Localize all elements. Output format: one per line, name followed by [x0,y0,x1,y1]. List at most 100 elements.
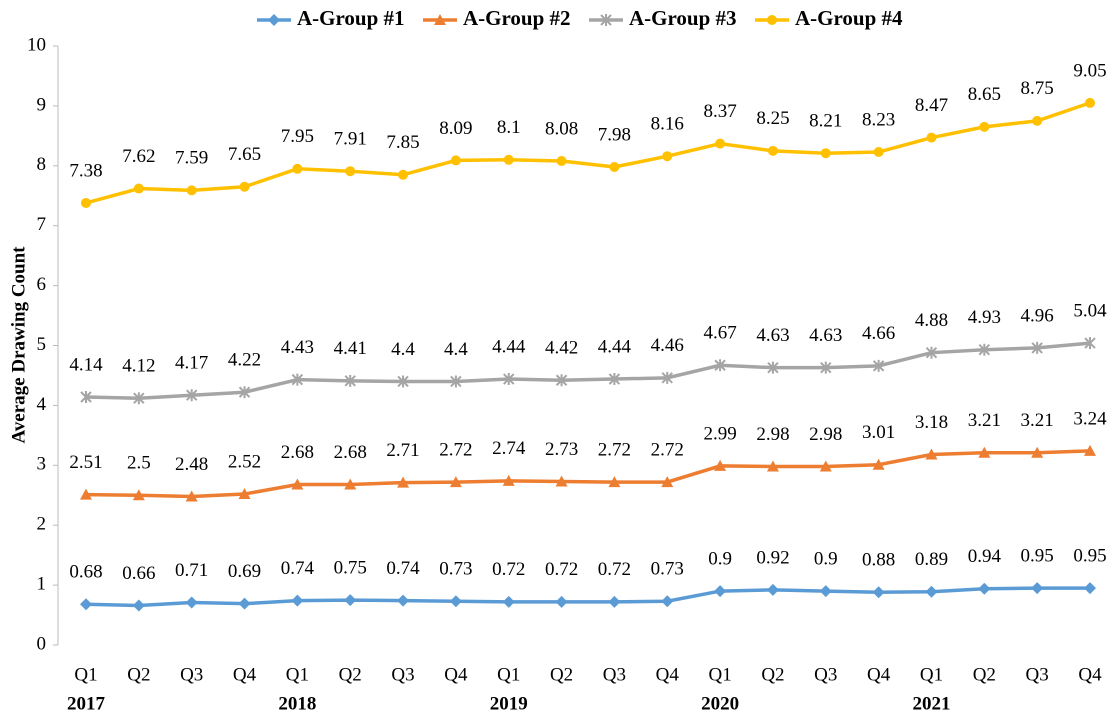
data-label: 7.65 [228,144,261,165]
data-label: 4.41 [334,338,367,359]
data-label: 0.71 [175,560,208,581]
marker [239,181,250,192]
y-axis-label: Average Drawing Count [8,246,29,444]
data-label: 3.21 [968,410,1001,431]
data-label: 2.72 [598,439,631,460]
marker [503,154,514,165]
y-tick-label: 1 [37,573,47,594]
marker [608,595,621,608]
marker [185,389,198,402]
data-label: 0.9 [708,548,732,569]
data-label: 3.01 [862,422,895,443]
marker [81,197,91,208]
x-group-label: 2020 [701,693,739,714]
marker [978,343,991,356]
data-label: 4.96 [1021,305,1054,326]
data-label: 0.9 [814,548,838,569]
marker [766,583,779,596]
marker [715,138,726,149]
marker [819,585,832,598]
marker [80,598,92,611]
x-tick-label: Q2 [127,664,150,685]
marker [344,374,356,387]
data-label: 7.85 [386,132,419,153]
data-label: 4.88 [915,310,948,331]
data-label: 2.5 [127,453,151,474]
data-label: 8.75 [1021,78,1054,99]
marker [503,373,515,386]
marker [1084,337,1096,350]
data-label: 4.17 [175,353,208,374]
data-label: 0.94 [968,546,1002,567]
y-tick-label: 6 [37,274,47,295]
x-tick-label: Q1 [286,664,309,685]
data-label: 8.16 [651,114,684,135]
x-tick-label: Q4 [656,664,680,685]
data-label: 0.75 [334,557,367,578]
data-label: 4.12 [122,356,155,377]
marker [449,595,462,608]
x-group-label: 2021 [912,693,950,714]
data-label: 8.21 [809,111,842,132]
marker [608,373,621,386]
x-tick-label: Q1 [920,664,943,685]
data-label: 4.63 [756,325,789,346]
data-label: 0.73 [439,559,472,580]
y-tick-label: 0 [37,633,47,654]
legend-label: A-Group #3 [629,6,737,30]
marker [344,594,357,607]
data-label: 7.38 [69,160,102,181]
series-line [85,449,1091,499]
data-label: 0.73 [651,559,684,580]
data-label: 8.1 [497,117,521,138]
marker [397,375,409,388]
x-tick-label: Q4 [1078,664,1102,685]
data-label: 2.73 [545,439,578,460]
marker [80,488,92,500]
marker [132,599,145,612]
marker [873,147,884,158]
marker [186,185,197,196]
data-label: 0.69 [228,561,261,582]
data-label: 7.59 [175,148,208,169]
data-label: 4.42 [545,338,578,359]
marker [133,183,144,194]
marker [872,586,885,599]
series-line [85,101,1091,205]
data-label: 2.99 [703,423,736,444]
x-tick-label: Q4 [444,664,468,685]
marker [662,151,673,162]
data-label: 8.65 [968,84,1001,105]
marker [926,132,937,143]
series-line [85,341,1091,400]
marker [450,375,462,388]
marker [609,161,620,172]
y-tick-label: 10 [27,34,46,55]
data-label: 7.62 [122,146,155,167]
data-label: 0.95 [1073,545,1106,566]
y-tick-label: 8 [37,154,47,175]
marker [767,361,779,374]
data-label: 4.43 [281,337,314,358]
series-line [85,586,1090,608]
data-label: 0.89 [915,549,948,570]
data-label: 0.88 [862,550,895,571]
x-tick-label: Q3 [391,664,414,685]
marker [80,391,92,404]
marker [502,474,515,486]
marker [766,460,779,472]
data-label: 2.98 [809,424,842,445]
marker [268,14,280,26]
marker [1084,444,1096,456]
x-tick-label: Q3 [603,664,626,685]
marker [925,346,938,359]
marker [291,594,304,607]
marker [555,475,568,487]
data-label: 0.74 [386,558,420,579]
marker [608,476,621,488]
data-label: 4.44 [492,336,526,357]
data-label: 8.09 [439,118,472,139]
marker [820,361,832,374]
marker [978,582,991,595]
